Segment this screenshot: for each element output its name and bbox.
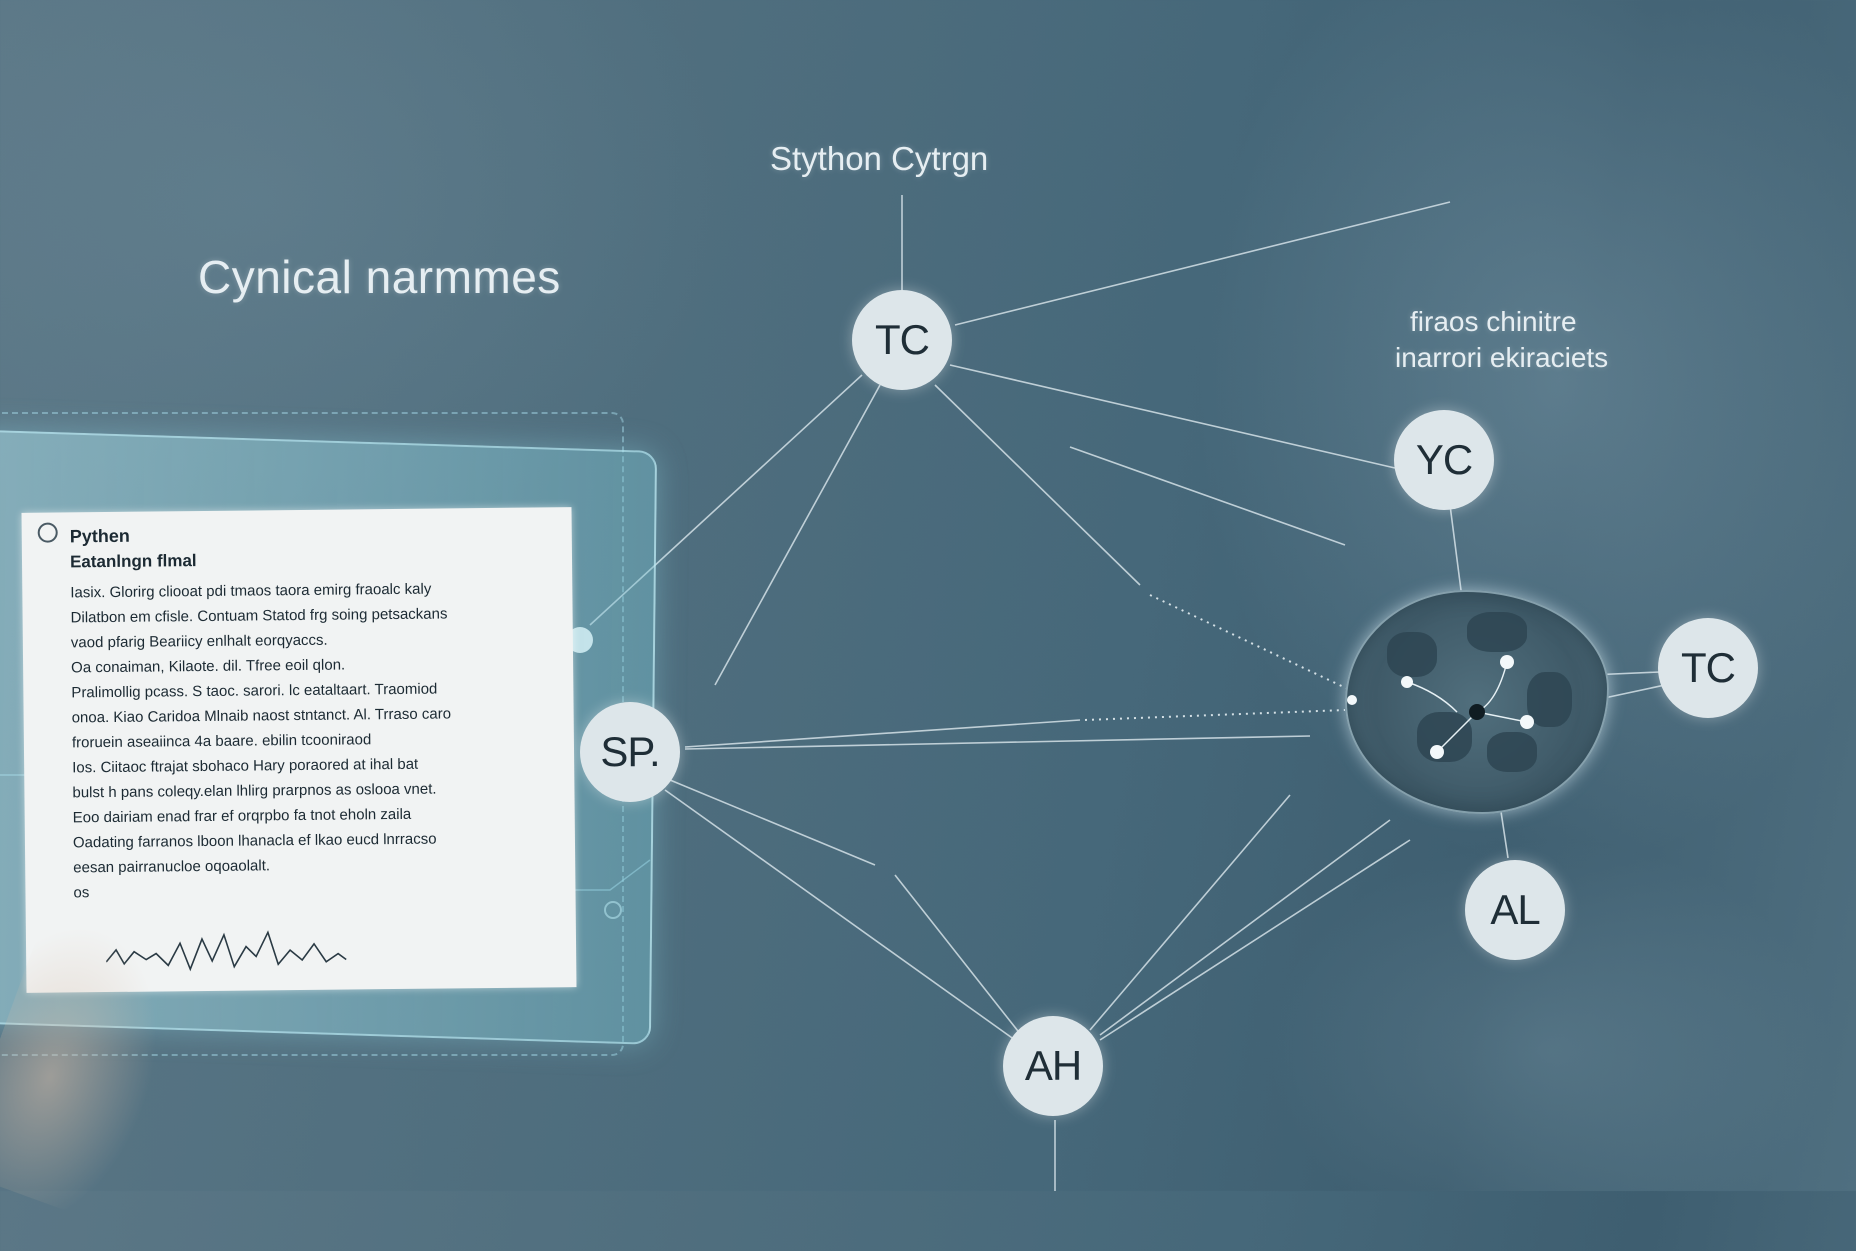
node-yc[interactable]: YC: [1394, 410, 1494, 510]
edge-sp-down: [669, 779, 876, 866]
node-sp[interactable]: SP.: [580, 702, 680, 802]
edge-tc-yc: [949, 364, 1396, 469]
molecule-bonds: [1347, 655, 1534, 759]
dotted-edge-2: [1084, 709, 1346, 721]
edge-tc-down: [714, 384, 881, 686]
edge-ah-3: [1099, 839, 1411, 1041]
doc-line: onoa. Kiao Caridoa Mlnaib naost stntanct…: [71, 705, 452, 727]
heading-right-line1: firaos chinitre: [1410, 306, 1577, 337]
edge-mol-al: [1499, 804, 1509, 859]
node-ah[interactable]: AH: [1003, 1016, 1103, 1116]
edge-tc-long: [954, 201, 1451, 326]
edge-yc-mol: [1449, 504, 1463, 599]
doc-subtitle: Eatanlngn flmal: [69, 551, 197, 572]
doc-title: Pythen: [69, 525, 130, 547]
molecule-cluster: [1345, 590, 1609, 814]
edge-ah-2: [1099, 819, 1391, 1036]
edge-free-1: [1069, 446, 1346, 546]
heading-left: Cynical narmmes: [198, 251, 561, 303]
node-al[interactable]: AL: [1465, 860, 1565, 960]
dotted-edge-1: [1149, 594, 1351, 691]
edge-free-2: [894, 874, 1026, 1041]
doc-body: Iasix. Glorirg cliooat pdi tmaos taora e…: [70, 576, 453, 905]
edge-ah-1: [1089, 794, 1291, 1031]
heading-top: Stython Cytrgn: [770, 140, 989, 177]
edge-tc-mid: [934, 384, 1141, 586]
heading-right-line2: inarrori ekiraciets: [1395, 342, 1609, 373]
doc-line: Dilatbon em cfisle. Contuam Statod frg s…: [70, 605, 448, 627]
network-lines: [0, 195, 1666, 1191]
edge-sp-right2: [684, 735, 1311, 750]
node-tc-top[interactable]: TC: [852, 290, 952, 390]
edge-sp-right: [684, 719, 1081, 748]
doc-bullet-icon: [37, 522, 58, 543]
doc-line: Oadating farranos lboon lhanacla ef lkao…: [72, 830, 437, 852]
edge-sp-ah: [664, 789, 1016, 1041]
node-tc-right[interactable]: TC: [1658, 618, 1758, 718]
